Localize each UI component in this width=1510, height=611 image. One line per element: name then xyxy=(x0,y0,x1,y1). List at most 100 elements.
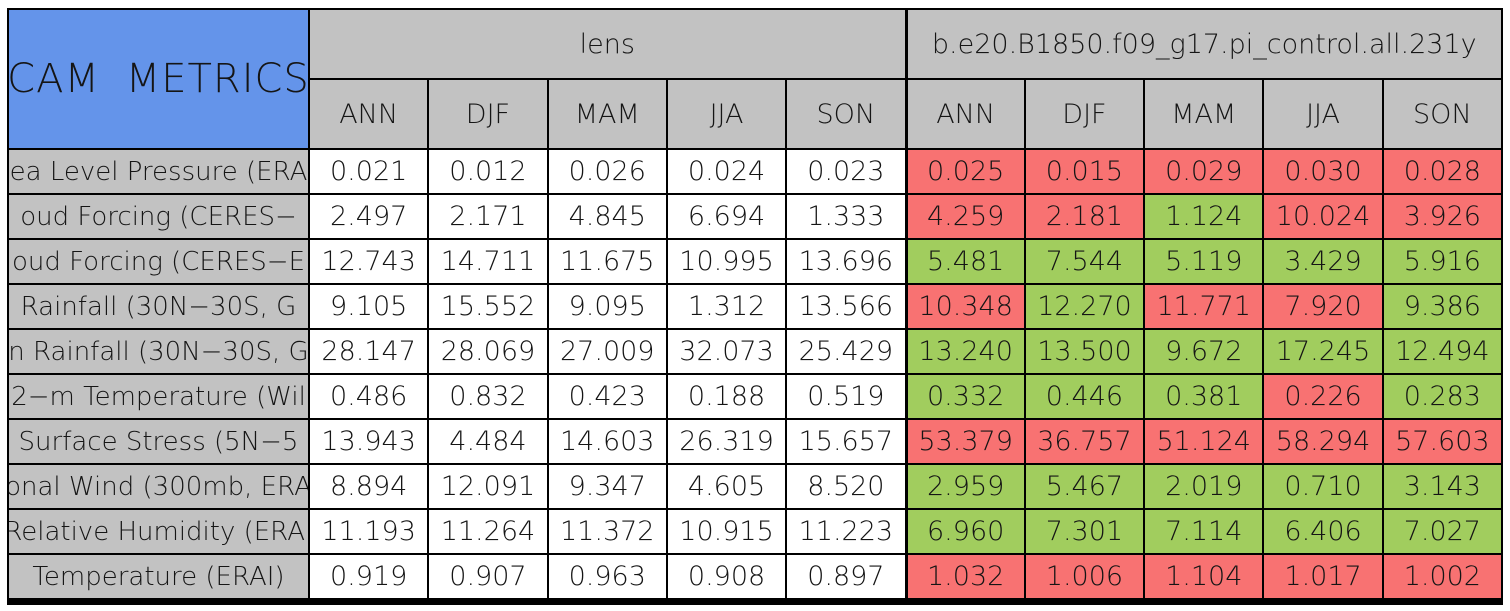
control-value-cell: 5.467 xyxy=(1025,465,1144,508)
row-label-cell: Temperature (ERAI) xyxy=(9,555,308,598)
control-value-cell: 0.446 xyxy=(1025,375,1144,418)
season-header-lens-jja: JJA xyxy=(667,80,786,148)
table-row: Surface Stress (5N−5 13.943 4.484 14.603 26.… xyxy=(9,420,1501,463)
table-row: n Rainfall (30N−30S, G 28.147 28.069 27.009… xyxy=(9,330,1501,373)
table-row: Temperature (ERAI) 0.919 0.907 0.963 0.908 0.… xyxy=(9,555,1501,598)
control-value-cell: 5.119 xyxy=(1145,240,1263,283)
lens-value-cell: 0.021 xyxy=(310,150,428,193)
lens-value-cell: 27.009 xyxy=(548,330,666,373)
control-value-cell: 7.114 xyxy=(1145,510,1263,553)
season-header-lens-ann: ANN xyxy=(310,80,428,148)
lens-value-cell: 0.907 xyxy=(429,555,547,598)
control-value-cell: 0.015 xyxy=(1025,150,1144,193)
lens-value-cell: 11.264 xyxy=(429,510,547,553)
lens-value-cell: 0.188 xyxy=(667,375,786,418)
lens-value-cell: 0.423 xyxy=(548,375,666,418)
table-row: 2−m Temperature (Wil 0.486 0.832 0.423 0.188… xyxy=(9,375,1501,418)
control-value-cell: 10.348 xyxy=(906,285,1024,328)
lens-value-cell: 4.605 xyxy=(667,465,786,508)
control-value-cell: 7.027 xyxy=(1383,510,1501,553)
lens-value-cell: 10.915 xyxy=(667,510,786,553)
control-value-cell: 58.294 xyxy=(1264,420,1382,463)
lens-value-cell: 8.894 xyxy=(310,465,428,508)
control-value-cell: 1.002 xyxy=(1383,555,1501,598)
lens-value-cell: 0.023 xyxy=(787,150,905,193)
model-header-lens: lens xyxy=(310,10,905,78)
lens-value-cell: 0.026 xyxy=(548,150,666,193)
control-value-cell: 0.283 xyxy=(1383,375,1501,418)
lens-value-cell: 32.073 xyxy=(667,330,786,373)
table-rows: ea Level Pressure (ERA 0.021 0.012 0.026 0.0… xyxy=(9,150,1501,598)
lens-value-cell: 12.091 xyxy=(429,465,547,508)
table-row: Rainfall (30N−30S, G 9.105 15.552 9.095 1.31… xyxy=(9,285,1501,328)
control-value-cell: 0.029 xyxy=(1145,150,1263,193)
control-value-cell: 6.406 xyxy=(1264,510,1382,553)
control-value-cell: 53.379 xyxy=(906,420,1024,463)
lens-value-cell: 0.897 xyxy=(787,555,905,598)
row-label-cell: onal Wind (300mb, ERA xyxy=(9,465,308,508)
lens-value-cell: 0.519 xyxy=(787,375,905,418)
control-value-cell: 0.226 xyxy=(1264,375,1382,418)
table-title-cell: CAM METRICS xyxy=(9,10,308,148)
lens-value-cell: 0.012 xyxy=(429,150,547,193)
lens-value-cell: 14.711 xyxy=(429,240,547,283)
control-value-cell: 12.270 xyxy=(1025,285,1144,328)
control-value-cell: 1.017 xyxy=(1264,555,1382,598)
lens-value-cell: 4.845 xyxy=(548,195,666,238)
control-value-cell: 2.181 xyxy=(1025,195,1144,238)
row-label-cell: n Rainfall (30N−30S, G xyxy=(9,330,308,373)
lens-value-cell: 6.694 xyxy=(667,195,786,238)
control-value-cell: 3.926 xyxy=(1383,195,1501,238)
control-value-cell: 0.332 xyxy=(906,375,1024,418)
control-value-cell: 1.124 xyxy=(1145,195,1263,238)
lens-value-cell: 13.943 xyxy=(310,420,428,463)
row-label-cell: Surface Stress (5N−5 xyxy=(9,420,308,463)
control-value-cell: 0.025 xyxy=(906,150,1024,193)
lens-value-cell: 9.105 xyxy=(310,285,428,328)
season-header-lens-djf: DJF xyxy=(429,80,547,148)
metrics-table: CAM METRICS lens b.e20.B1850.f09_g17.pi_… xyxy=(7,8,1503,605)
table-row: oud Forcing (CERES−E 12.743 14.711 11.675 10… xyxy=(9,240,1501,283)
season-header-control-djf: DJF xyxy=(1025,80,1144,148)
lens-value-cell: 11.223 xyxy=(787,510,905,553)
control-value-cell: 13.240 xyxy=(906,330,1024,373)
lens-value-cell: 4.484 xyxy=(429,420,547,463)
control-value-cell: 5.916 xyxy=(1383,240,1501,283)
control-value-cell: 7.301 xyxy=(1025,510,1144,553)
control-value-cell: 0.028 xyxy=(1383,150,1501,193)
control-value-cell: 2.019 xyxy=(1145,465,1263,508)
season-header-lens-mam: MAM xyxy=(548,80,666,148)
row-label-cell: ea Level Pressure (ERA xyxy=(9,150,308,193)
row-label-cell: 2−m Temperature (Wil xyxy=(9,375,308,418)
table-row: Relative Humidity (ERAI 11.193 11.264 11.37… xyxy=(9,510,1501,553)
table-row: oud Forcing (CERES− 2.497 2.171 4.845 6.694 1… xyxy=(9,195,1501,238)
lens-value-cell: 0.908 xyxy=(667,555,786,598)
table-row: onal Wind (300mb, ERA 8.894 12.091 9.347 4.6… xyxy=(9,465,1501,508)
season-header-lens-son: SON xyxy=(787,80,905,148)
control-value-cell: 7.920 xyxy=(1264,285,1382,328)
lens-value-cell: 11.193 xyxy=(310,510,428,553)
lens-value-cell: 2.497 xyxy=(310,195,428,238)
lens-value-cell: 1.312 xyxy=(667,285,786,328)
lens-value-cell: 0.963 xyxy=(548,555,666,598)
lens-value-cell: 1.333 xyxy=(787,195,905,238)
control-value-cell: 12.494 xyxy=(1383,330,1501,373)
model-header-control: b.e20.B1850.f09_g17.pi_control.all.231y xyxy=(906,10,1501,78)
control-value-cell: 9.386 xyxy=(1383,285,1501,328)
table-header: CAM METRICS lens b.e20.B1850.f09_g17.pi_… xyxy=(9,10,1501,148)
table-title: CAM METRICS xyxy=(9,56,308,102)
lens-value-cell: 28.147 xyxy=(310,330,428,373)
lens-value-cell: 0.024 xyxy=(667,150,786,193)
control-value-cell: 6.960 xyxy=(906,510,1024,553)
control-value-cell: 1.104 xyxy=(1145,555,1263,598)
lens-value-cell: 15.657 xyxy=(787,420,905,463)
control-value-cell: 7.544 xyxy=(1025,240,1144,283)
season-header-control-jja: JJA xyxy=(1264,80,1382,148)
season-header-control-son: SON xyxy=(1383,80,1501,148)
control-value-cell: 10.024 xyxy=(1264,195,1382,238)
lens-value-cell: 9.095 xyxy=(548,285,666,328)
lens-value-cell: 13.566 xyxy=(787,285,905,328)
lens-value-cell: 0.832 xyxy=(429,375,547,418)
row-label-cell: oud Forcing (CERES−E xyxy=(9,240,308,283)
control-value-cell: 51.124 xyxy=(1145,420,1263,463)
